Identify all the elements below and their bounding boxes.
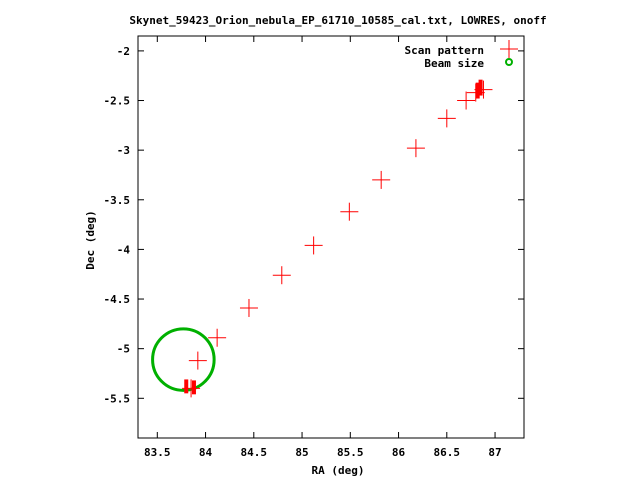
x-axis-label: RA (deg) <box>312 464 365 477</box>
y-tick-label: -4.5 <box>104 293 131 306</box>
scan-pattern-point <box>304 236 323 255</box>
y-tick-label: -2.5 <box>104 95 131 108</box>
legend-plus-icon <box>500 40 518 58</box>
y-axis: -2 -2.5 -3 -3.5 -4 -4.5 -5 -5.5 <box>104 45 524 405</box>
scan-pattern-point <box>188 351 207 370</box>
legend-marker-scan-pattern <box>500 40 518 58</box>
x-tick-label: 85 <box>295 446 308 459</box>
y-tick-label: -4 <box>117 243 131 256</box>
beam-size-circle <box>151 327 216 392</box>
legend: Scan pattern Beam size <box>405 40 518 70</box>
y-tick-label: -5 <box>117 343 130 356</box>
legend-marker-beam-size <box>505 58 513 66</box>
x-tick-label: 83.5 <box>144 446 171 459</box>
scan-pattern-point <box>208 328 227 347</box>
x-axis: 83.5 84 84.5 85 85.5 86 86.5 87 <box>144 36 502 459</box>
scan-pattern-point <box>437 109 456 128</box>
y-axis-label: Dec (deg) <box>84 210 97 270</box>
scan-pattern-point <box>372 170 391 189</box>
y-tick-label: -2 <box>117 45 130 58</box>
y-tick-label: -3.5 <box>104 194 131 207</box>
scan-pattern-point <box>406 139 425 158</box>
plot-area <box>151 79 493 398</box>
chart-title: Skynet_59423_Orion_nebula_EP_61710_10585… <box>129 14 546 27</box>
plot-frame <box>137 35 525 439</box>
scan-pattern-point <box>474 80 493 99</box>
x-tick-label: 85.5 <box>337 446 364 459</box>
scan-pattern-point <box>272 266 291 285</box>
scan-pattern-point <box>239 298 258 317</box>
scan-pattern-point <box>457 91 476 110</box>
x-tick-label: 84.5 <box>241 446 268 459</box>
legend-circle-icon <box>505 58 513 66</box>
x-tick-label: 87 <box>488 446 501 459</box>
x-tick-label: 84 <box>199 446 213 459</box>
x-tick-label: 86 <box>392 446 406 459</box>
scan-pattern-point <box>182 379 201 398</box>
legend-label-scan-pattern: Scan pattern <box>405 44 484 57</box>
scan-pattern-point <box>466 83 485 102</box>
legend-label-beam-size: Beam size <box>424 57 484 70</box>
y-tick-label: -5.5 <box>104 392 131 405</box>
x-tick-label: 86.5 <box>434 446 461 459</box>
y-tick-label: -3 <box>117 144 130 157</box>
scan-pattern-point <box>340 202 359 221</box>
